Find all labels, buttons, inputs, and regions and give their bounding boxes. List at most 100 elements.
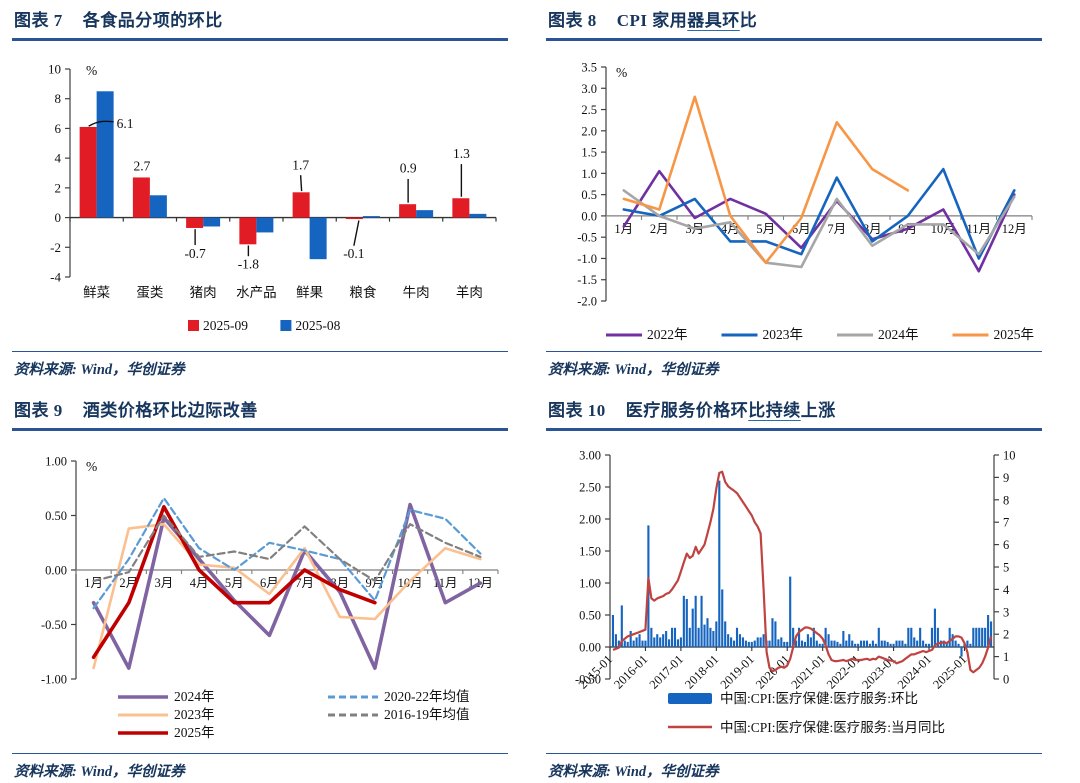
figure-8-title: CPI 家用器具环比 <box>617 6 758 31</box>
figure-8-heading: 图表 8 CPI 家用器具环比 <box>548 6 1042 31</box>
title-underlined-text: 比持续 <box>748 401 801 420</box>
svg-text:2.50: 2.50 <box>579 480 601 494</box>
svg-text:2017-01: 2017-01 <box>647 652 686 691</box>
svg-text:2: 2 <box>55 180 62 195</box>
svg-text:8: 8 <box>55 91 62 106</box>
svg-text:2023年: 2023年 <box>174 707 215 722</box>
svg-text:2016-01: 2016-01 <box>611 652 650 691</box>
svg-text:10: 10 <box>1003 448 1016 462</box>
svg-text:4月: 4月 <box>721 221 740 235</box>
svg-text:-0.5: -0.5 <box>577 230 597 244</box>
svg-text:-1.00: -1.00 <box>41 672 67 686</box>
svg-text:2025-08: 2025-08 <box>295 318 340 333</box>
figure-8-label: 图表 8 <box>548 11 597 30</box>
svg-text:2016-19年均值: 2016-19年均值 <box>384 707 470 722</box>
svg-text:2025-09: 2025-09 <box>203 318 248 333</box>
source-note: 资料来源: Wind，华创证券 <box>14 362 185 379</box>
source-note: 资料来源: Wind，华创证券 <box>548 764 719 781</box>
svg-text:鲜菜: 鲜菜 <box>83 285 110 300</box>
figure-10-heading: 图表 10 医疗服务价格环比持续上涨 <box>548 396 1042 421</box>
svg-text:3.0: 3.0 <box>581 81 597 95</box>
svg-text:牛肉: 牛肉 <box>403 285 430 300</box>
svg-text:4: 4 <box>1003 582 1010 596</box>
svg-text:水产品: 水产品 <box>236 285 277 300</box>
figure-7-panel: 图表 7 各食品分项的环比 10 8 6 4 2 0 -2 -4% 鲜菜 蛋类 猪肉 水产品 鲜果 粮食 牛… <box>12 6 508 379</box>
svg-text:-2.0: -2.0 <box>577 294 597 308</box>
svg-text:-0.7: -0.7 <box>184 245 206 260</box>
svg-text:2025年: 2025年 <box>994 327 1035 342</box>
svg-text:-1.5: -1.5 <box>577 273 597 287</box>
svg-text:6.1: 6.1 <box>117 115 134 130</box>
svg-text:1.00: 1.00 <box>45 454 67 468</box>
svg-text:猪肉: 猪肉 <box>190 285 217 300</box>
svg-text:2月: 2月 <box>650 221 669 235</box>
title-text-tail: 上涨 <box>800 401 836 420</box>
svg-text:7月: 7月 <box>295 576 314 590</box>
title-rule <box>546 38 1042 41</box>
svg-text:1.0: 1.0 <box>581 166 597 180</box>
svg-text:3月: 3月 <box>155 576 174 590</box>
svg-text:5月: 5月 <box>756 221 775 235</box>
svg-text:2025年: 2025年 <box>174 725 215 740</box>
medical-services-cpi-combo-chart: 3.002.502.001.501.000.500.00-0.501098765… <box>575 448 1016 735</box>
svg-text:0.5: 0.5 <box>581 188 597 202</box>
svg-text:%: % <box>86 63 97 78</box>
figure-8-panel: 图表 8 CPI 家用器具环比 3.5 3.0 2.5 2.0 1.5 1.0 0.5 0.0… <box>546 6 1042 379</box>
svg-text:10月: 10月 <box>398 576 423 590</box>
title-text: 酒类价格环比边际改善 <box>82 401 258 420</box>
svg-text:%: % <box>86 459 97 474</box>
svg-text:6: 6 <box>1003 538 1009 552</box>
source-note: 资料来源: Wind，华创证券 <box>14 764 185 781</box>
svg-text:11月: 11月 <box>966 221 991 235</box>
svg-text:粮食: 粮食 <box>349 284 376 300</box>
title-text: CPI 家用 <box>616 11 688 30</box>
svg-text:-0.1: -0.1 <box>343 245 364 260</box>
alcohol-price-mom-line-chart: 1.000.500.00-0.50-1.00%1月 2月 3月 4月 5月 6月 7月 8月 9… <box>41 454 499 740</box>
figure-7-heading: 图表 7 各食品分项的环比 <box>14 6 508 31</box>
title-text: 各食品分项的环比 <box>82 11 223 30</box>
svg-text:1月: 1月 <box>614 221 633 235</box>
svg-text:2025-01: 2025-01 <box>930 652 969 691</box>
svg-text:0.50: 0.50 <box>45 509 67 523</box>
svg-text:0.00: 0.00 <box>45 563 67 577</box>
svg-text:1.00: 1.00 <box>579 576 601 590</box>
svg-text:1.50: 1.50 <box>579 544 601 558</box>
figure-10-panel: 图表 10 医疗服务价格环比持续上涨 3.00 2.50 2.00 1.50 1.00 0… <box>546 396 1042 781</box>
svg-text:2018-01: 2018-01 <box>682 652 721 691</box>
svg-text:7: 7 <box>1003 515 1009 529</box>
svg-text:0.00: 0.00 <box>579 640 601 654</box>
svg-text:3.5: 3.5 <box>581 60 597 74</box>
figure-10-title: 医疗服务价格环比持续上涨 <box>626 396 836 421</box>
svg-text:2021-01: 2021-01 <box>788 652 827 691</box>
svg-text:%: % <box>616 65 627 80</box>
food-items-mom-bar-chart: 10 8 6 4 2 0 -2 -4% 鲜菜 蛋类 猪肉 水产品 鲜果 粮食 牛肉 羊肉 6.1 2.7 -0.7 -… <box>48 61 497 333</box>
svg-text:3: 3 <box>1003 605 1009 619</box>
svg-text:5: 5 <box>1003 560 1009 574</box>
svg-text:0: 0 <box>55 210 62 225</box>
svg-text:12月: 12月 <box>1002 221 1027 235</box>
svg-text:-1.0: -1.0 <box>577 251 597 265</box>
source-rule <box>546 752 1042 755</box>
svg-text:-4: -4 <box>50 269 61 284</box>
source-rule <box>546 350 1042 353</box>
figure-9-heading: 图表 9 酒类价格环比边际改善 <box>14 396 508 421</box>
svg-text:1月: 1月 <box>84 576 103 590</box>
svg-text:4月: 4月 <box>190 576 209 590</box>
svg-text:中国:CPI:医疗保健:医疗服务:当月同比: 中国:CPI:医疗保健:医疗服务:当月同比 <box>720 720 945 735</box>
svg-text:5月: 5月 <box>225 576 244 590</box>
title-rule <box>12 428 508 431</box>
svg-text:中国:CPI:医疗保健:医疗服务:环比: 中国:CPI:医疗保健:医疗服务:环比 <box>720 691 918 706</box>
svg-text:6月: 6月 <box>792 221 811 235</box>
svg-text:1.7: 1.7 <box>292 157 309 172</box>
svg-text:2.0: 2.0 <box>581 124 597 138</box>
figure-9-label: 图表 9 <box>14 401 63 420</box>
figure-7-label: 图表 7 <box>14 11 63 30</box>
source-rule <box>12 752 508 755</box>
figure-9-title: 酒类价格环比边际改善 <box>83 396 258 421</box>
svg-text:2019-01: 2019-01 <box>718 652 757 691</box>
svg-text:2022年: 2022年 <box>647 327 688 342</box>
svg-text:-1.8: -1.8 <box>238 256 260 271</box>
title-underlined-text: 器具环 <box>687 11 740 30</box>
svg-text:-0.50: -0.50 <box>41 618 67 632</box>
